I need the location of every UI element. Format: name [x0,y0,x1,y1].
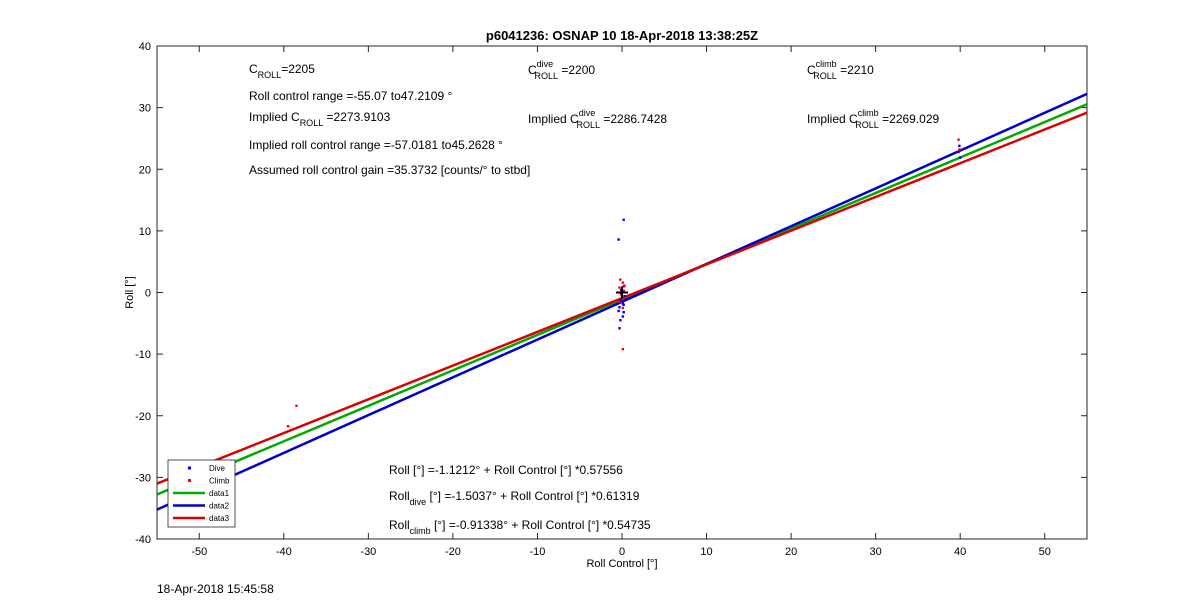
y-tick-label: 20 [139,164,151,176]
y-tick-label: -40 [135,534,151,546]
legend-label-climb: Climb [209,477,230,486]
point-dive [621,315,625,318]
point-dive [623,294,626,298]
point-climb [295,404,298,408]
legend-marker-climb [188,479,191,482]
legend-label-dive: Dive [209,464,226,473]
point-dive [622,311,625,314]
fit-line-data2 [157,92,1087,511]
x-tick-label: -40 [276,546,292,558]
y-tick-label: 30 [139,103,151,115]
point-climb [618,286,621,289]
legend-label-data1: data1 [209,489,230,498]
annotation-implied-c-climb: Implied Cclimb ROLL =2269.029 [807,108,940,130]
x-tick-label: 30 [870,546,882,558]
x-tick-label: -10 [530,546,546,558]
point-climb [957,138,960,141]
legend-marker-dive [188,466,191,470]
point-climb [958,148,961,151]
chart-title: p6041236: OSNAP 10 18-Apr-2018 13:38:25Z [486,28,758,43]
point-dive [622,303,625,307]
point-dive [618,327,621,330]
legend-label-data3: data3 [209,514,230,523]
equation-all: Roll [°] =-1.1212° + Roll Control [°] *0… [389,463,623,477]
x-tick-label: -20 [445,546,461,558]
x-tick-label: -30 [360,546,376,558]
point-dive [617,238,620,241]
x-tick-label: 50 [1039,546,1051,558]
annotation-implied-range: Implied roll control range =-57.0181 to4… [249,138,503,152]
print-timestamp: 18-Apr-2018 15:45:58 [157,582,274,596]
point-climb [623,284,626,287]
point-climb [621,281,625,284]
point-dive [619,319,622,322]
y-tick-label: 10 [139,226,151,238]
y-tick-label: -20 [135,411,151,423]
y-tick-label: -30 [135,472,151,484]
point-dive [958,156,962,159]
equation-dive: Rolldive [°] =-1.5037° + Roll Control [°… [389,489,640,507]
point-dive [618,306,621,309]
point-dive [619,298,622,302]
x-tick-label: -50 [191,546,207,558]
point-dive [958,144,961,148]
annotation-c-climb: Cclimb ROLL =2210 [807,59,874,81]
point-climb [621,306,625,310]
equation-climb: Rollclimb [°] =-0.91338° + Roll Control … [389,518,651,536]
point-climb [621,347,625,351]
y-tick-label: 40 [139,41,151,53]
point-dive [621,302,625,305]
x-tick-label: 40 [954,546,966,558]
legend-label-data2: data2 [209,502,230,511]
point-dive [957,150,960,154]
y-tick-label: 0 [145,288,151,300]
annotation-gain: Assumed roll control gain =35.3732 [coun… [249,163,530,177]
point-climb [286,425,290,428]
y-axis-label: Roll [°] [124,276,136,309]
annotation-implied-c-roll: Implied CROLL =2273.9103 [249,110,391,128]
x-tick-label: 0 [619,546,625,558]
point-climb [618,300,621,303]
y-tick-label: -10 [135,349,151,361]
annotation-roll-range: Roll control range =-55.07 to47.2109 ° [249,89,452,103]
point-climb [622,296,625,300]
annotation-c-dive: Cdive ROLL =2200 [528,59,595,81]
annotation-implied-c-dive: Implied Cdive ROLL =2286.7428 [528,108,667,130]
point-dive [617,309,620,313]
x-tick-label: 20 [785,546,797,558]
x-axis-label: Roll Control [°] [586,558,657,570]
point-climb [622,289,625,292]
point-climb [619,278,622,281]
annotation-c-roll: CROLL=2205 [249,62,315,80]
x-tick-label: 10 [700,546,712,558]
point-dive [622,218,625,221]
